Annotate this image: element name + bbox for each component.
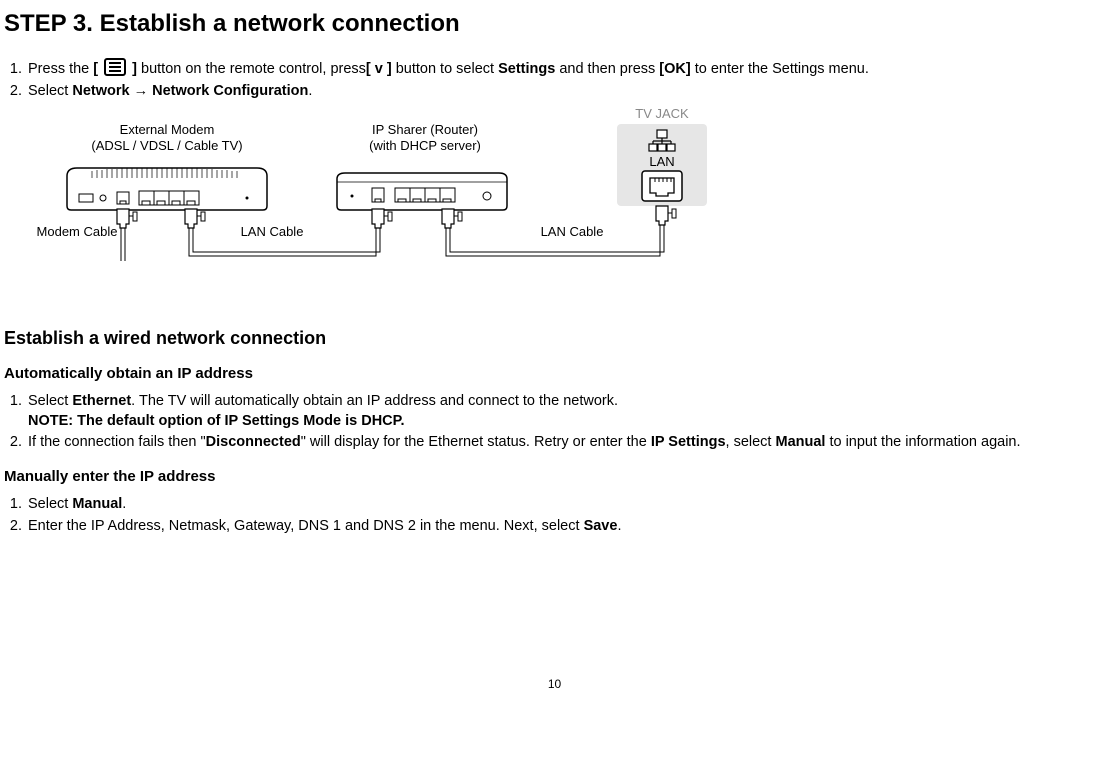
page-number: 10: [4, 676, 1105, 692]
plug-icon: [656, 206, 676, 225]
manual-step-2: Enter the IP Address, Netmask, Gateway, …: [26, 517, 1105, 537]
auto-step-2: If the connection fails then "Disconnect…: [26, 433, 1105, 453]
intro-step-1: Press the [ ] button on the remote contr…: [26, 58, 1105, 80]
auto-steps: Select Ethernet. The TV will automatical…: [4, 392, 1105, 453]
intro-step-2: Select Network → Network Configuration.: [26, 82, 1105, 102]
menu-icon: [104, 58, 126, 76]
lan-port-label: LAN: [649, 154, 674, 169]
plug-icon: [442, 209, 462, 228]
manual-steps: Select Manual. Enter the IP Address, Net…: [4, 495, 1105, 536]
manual-heading: Manually enter the IP address: [4, 467, 1105, 487]
plug-icon: [117, 209, 137, 228]
wired-heading: Establish a wired network connection: [4, 326, 1105, 350]
diagram-svg: LAN: [37, 106, 737, 286]
intro-steps: Press the [ ] button on the remote contr…: [4, 58, 1105, 101]
plug-icon: [372, 209, 392, 228]
page-title: STEP 3. Establish a network connection: [4, 8, 1105, 40]
modem-icon: [67, 168, 267, 210]
auto-heading: Automatically obtain an IP address: [4, 364, 1105, 384]
plug-icon: [185, 209, 205, 228]
router-icon: [337, 173, 507, 210]
auto-note: NOTE: The default option of IP Settings …: [28, 412, 1105, 432]
auto-step-1: Select Ethernet. The TV will automatical…: [26, 392, 1105, 431]
manual-step-1: Select Manual.: [26, 495, 1105, 515]
cable-lines: [121, 225, 664, 261]
tv-jack-icon: LAN: [617, 124, 707, 206]
network-diagram: External Modem (ADSL / VDSL / Cable TV) …: [37, 106, 1105, 296]
